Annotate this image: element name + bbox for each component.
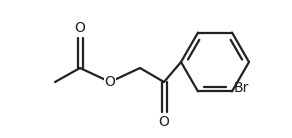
Text: O: O: [74, 21, 86, 35]
Text: O: O: [105, 75, 115, 89]
Text: Br: Br: [234, 81, 249, 95]
Text: O: O: [159, 115, 169, 129]
